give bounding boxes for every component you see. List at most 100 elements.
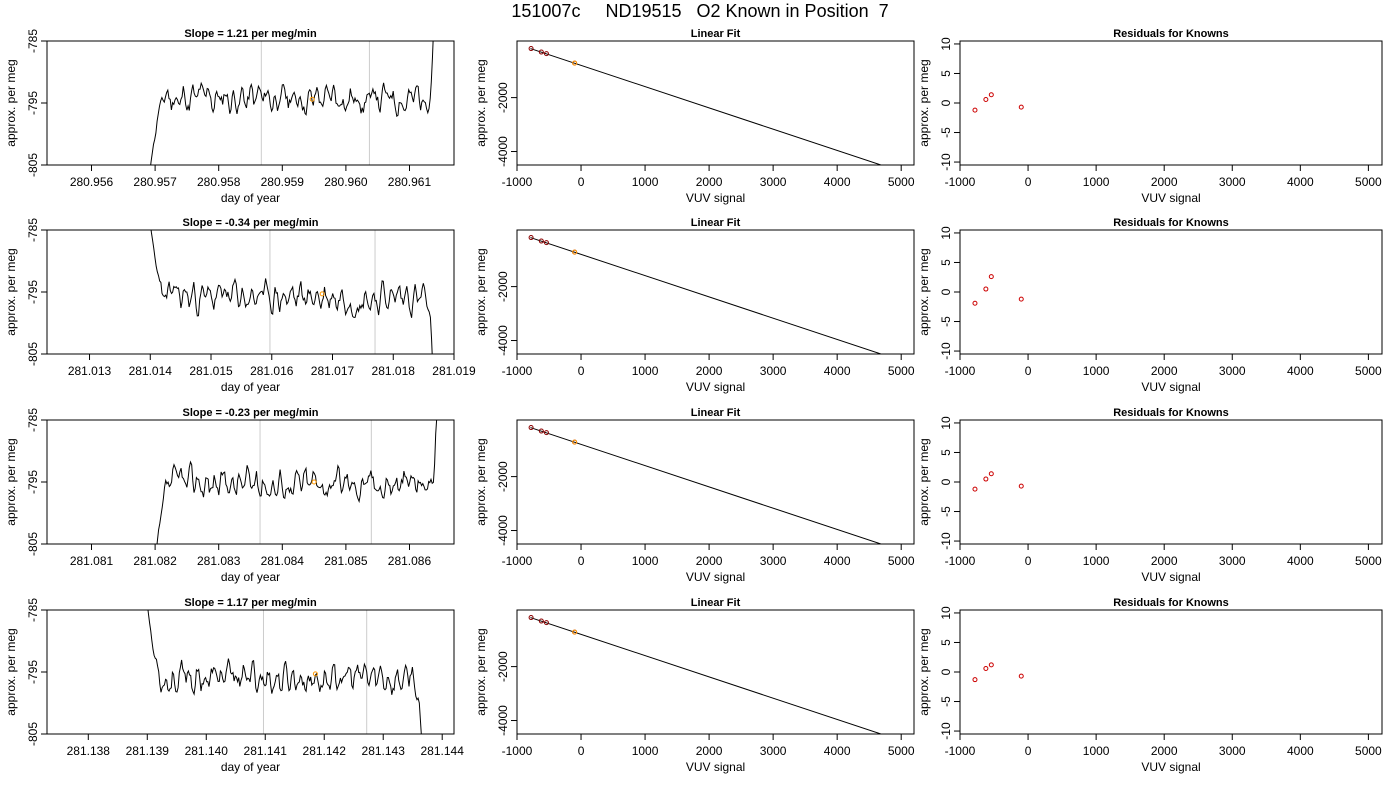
residual-point	[972, 107, 978, 113]
mean-marker	[319, 291, 325, 297]
sample-point	[572, 249, 578, 255]
residual-point	[972, 677, 978, 683]
x-tick-label: 5000	[1355, 744, 1382, 758]
x-tick-label: 5000	[888, 744, 915, 758]
known-point	[538, 428, 544, 434]
panel-residuals-2: Residuals for Knowns -1000 0 1000 2000 3000 40…	[917, 217, 1383, 394]
y-tick-label: 5	[939, 449, 953, 456]
plot-area	[528, 46, 883, 165]
y-tick-label: -2000	[496, 461, 510, 492]
plot-area	[972, 92, 1024, 113]
residual-point	[983, 665, 989, 671]
known-point	[543, 240, 549, 246]
x-tick-label: 2000	[1151, 744, 1178, 758]
mean-marker	[309, 96, 315, 102]
residual-point	[988, 471, 994, 477]
y-tick-label: -805	[26, 153, 40, 177]
x-tick-label: 281.017	[311, 364, 355, 378]
series-line	[150, 230, 433, 354]
plot-frame	[46, 229, 455, 355]
plot-area	[150, 41, 434, 165]
x-tick-label: 2000	[696, 175, 723, 189]
panel-residuals-3: Residuals for Knowns -1000 0 1000 2000 3000 40…	[917, 407, 1383, 584]
y-axis-label: approx. per meg	[4, 628, 18, 715]
plot-frame	[959, 229, 1383, 355]
x-tick-label: 1000	[1083, 175, 1110, 189]
residual-point	[988, 274, 994, 280]
y-tick-label: -785	[26, 29, 40, 53]
plot-frame	[46, 419, 455, 545]
x-tick-label: 3000	[1219, 364, 1246, 378]
x-tick-label: 1000	[632, 554, 659, 568]
x-axis-label: VUV signal	[1141, 191, 1200, 205]
plot-area	[528, 235, 883, 354]
y-tick-label: 0	[939, 478, 953, 485]
fit-line	[530, 617, 883, 734]
x-tick-label: 281.018	[372, 364, 416, 378]
x-tick-label: 281.081	[70, 554, 114, 568]
y-tick-label: -4000	[496, 705, 510, 736]
panel-title: Slope = -0.23 per meg/min	[182, 407, 318, 419]
x-tick-label: 2000	[696, 744, 723, 758]
x-tick-label: 281.141	[244, 744, 288, 758]
known-point	[543, 620, 549, 626]
y-axis-label: approx. per meg	[4, 248, 18, 335]
x-tick-label: 1000	[632, 744, 659, 758]
x-tick-label: 281.139	[126, 744, 170, 758]
plot-area	[156, 420, 438, 544]
x-tick-label: 281.014	[129, 364, 173, 378]
plot-frame	[516, 609, 915, 735]
x-tick-label: 2000	[1151, 175, 1178, 189]
x-tick-label: 4000	[1287, 744, 1314, 758]
panel-title: Linear Fit	[691, 217, 741, 229]
x-tick-label: 5000	[1355, 364, 1382, 378]
residual-point	[972, 486, 978, 492]
x-tick-label: 2000	[1151, 364, 1178, 378]
y-tick-label: -5	[939, 316, 953, 327]
x-tick-label: 4000	[1287, 554, 1314, 568]
fit-line	[530, 427, 883, 544]
panel-linear-fit-2: Linear Fit -1000 0 1000 2000 3000 4000 5000 -400…	[474, 217, 915, 394]
known-point	[538, 238, 544, 244]
x-axis-label: day of year	[221, 380, 280, 394]
x-tick-label: 5000	[1355, 554, 1382, 568]
fit-line	[530, 237, 883, 354]
panel-title: Linear Fit	[691, 407, 741, 419]
x-tick-label: 4000	[824, 364, 851, 378]
panel-title: Residuals for Knowns	[1113, 217, 1229, 229]
panel-linear-fit-1: Linear Fit -1000 0 1000 2000 3000 4000 5000 -400…	[474, 28, 915, 205]
y-tick-label: -795	[26, 280, 40, 304]
x-tick-label: 2000	[696, 554, 723, 568]
x-tick-label: 281.143	[362, 744, 406, 758]
panel-timeseries-1: Slope = 1.21 per meg/min 280.956 280.957 28…	[4, 28, 455, 205]
x-tick-label: 281.013	[68, 364, 112, 378]
sample-point	[572, 60, 578, 66]
known-point	[538, 49, 544, 55]
residual-point	[1018, 296, 1024, 302]
y-axis-label: approx. per meg	[474, 248, 488, 335]
page-title: 151007c ND19515 O2 Known in Position 7	[511, 1, 889, 21]
y-tick-label: -785	[26, 598, 40, 622]
y-tick-label: 10	[939, 37, 953, 51]
panel-residuals-1: Residuals for Knowns -1000 0 1000 2000 3000 40…	[917, 28, 1383, 205]
known-point	[528, 235, 534, 241]
x-tick-label: -1000	[945, 175, 976, 189]
y-axis-label: approx. per meg	[917, 59, 931, 146]
plot-area	[150, 230, 433, 354]
x-tick-label: 3000	[1219, 554, 1246, 568]
x-tick-label: 4000	[824, 554, 851, 568]
x-axis-label: VUV signal	[1141, 570, 1200, 584]
x-tick-label: 281.086	[388, 554, 432, 568]
panel-linear-fit-4: Linear Fit -1000 0 1000 2000 3000 4000 5000 -400…	[474, 597, 915, 774]
y-tick-label: -805	[26, 532, 40, 556]
y-tick-label: 0	[939, 288, 953, 295]
x-tick-label: -1000	[945, 554, 976, 568]
known-point	[528, 46, 534, 52]
y-tick-label: 10	[939, 416, 953, 430]
x-tick-label: 281.083	[197, 554, 241, 568]
plot-area	[972, 662, 1024, 683]
panel-timeseries-2: Slope = -0.34 per meg/min 281.013 281.014 2…	[4, 217, 476, 394]
plot-frame	[959, 609, 1383, 735]
panel-title: Residuals for Knowns	[1113, 407, 1229, 419]
x-tick-label: -1000	[502, 175, 533, 189]
